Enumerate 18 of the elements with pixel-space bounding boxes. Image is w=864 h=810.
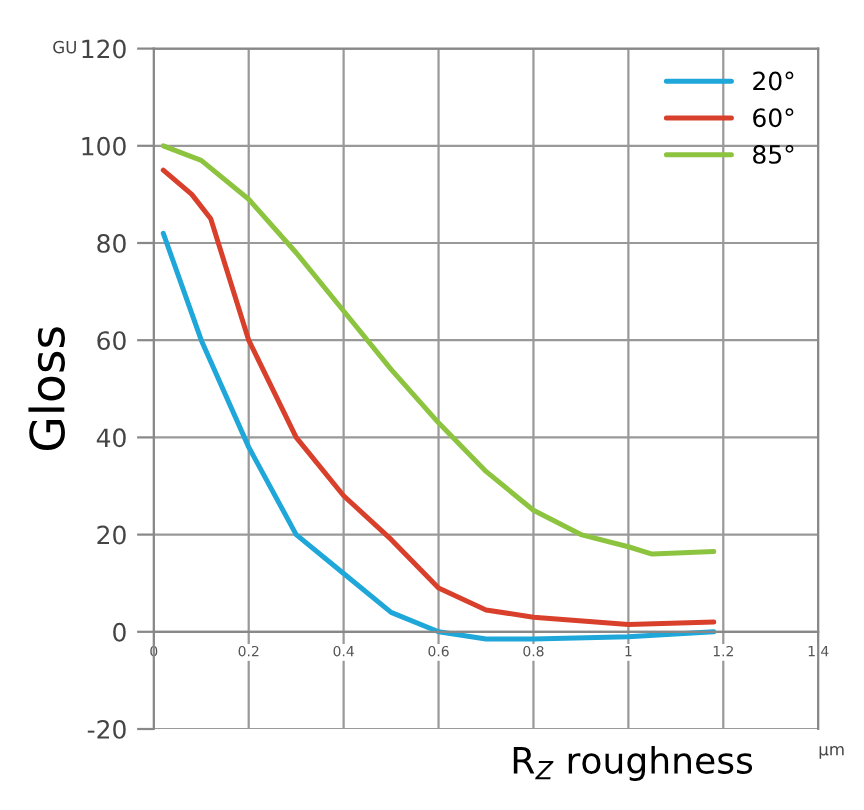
y-tick-label: 120 bbox=[82, 39, 126, 59]
y-tick-label: 60 bbox=[97, 331, 126, 351]
legend-label: 60° bbox=[753, 108, 794, 128]
y-tick-label: 20 bbox=[97, 525, 126, 545]
y-axis-title: Gloss bbox=[28, 327, 65, 451]
x-axis-title: R$_{Z}$ roughness bbox=[513, 746, 753, 781]
y-tick-label: 40 bbox=[96, 428, 126, 448]
text: GU bbox=[53, 40, 76, 54]
y-tick-label: -20 bbox=[87, 719, 126, 739]
y-tick-label: 100 bbox=[82, 136, 126, 156]
y-tick-label: 0 bbox=[113, 622, 126, 642]
line-series bbox=[160, 230, 717, 642]
line-series bbox=[160, 143, 717, 557]
y-tick-label: 80 bbox=[97, 233, 126, 253]
legend-label: 20° bbox=[753, 71, 794, 91]
line-series bbox=[160, 167, 717, 628]
text: µm bbox=[819, 745, 844, 759]
legend-label: 85° bbox=[753, 144, 794, 164]
